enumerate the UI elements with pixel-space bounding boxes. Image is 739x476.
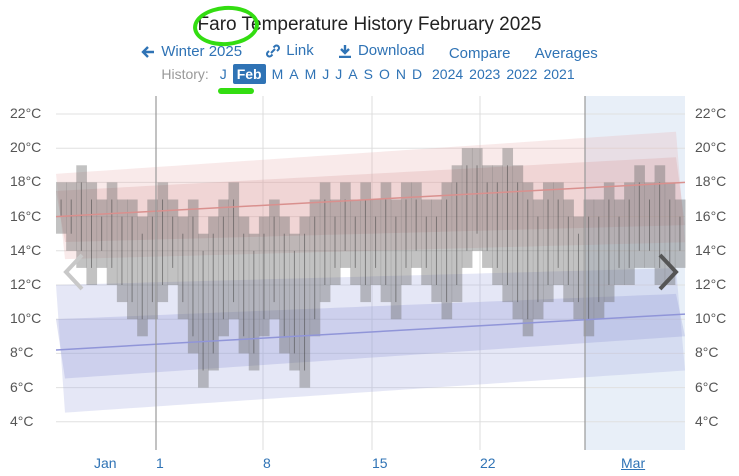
link-icon <box>266 44 281 57</box>
winter-link[interactable]: Winter 2025 <box>141 43 242 60</box>
x-tick-label: 1 <box>156 455 164 471</box>
avg-low-line <box>55 313 686 351</box>
y-tick-label: 8°C <box>10 344 34 361</box>
x-tick-label: 8 <box>263 455 271 471</box>
averages-link[interactable]: Averages <box>535 45 598 62</box>
link-button[interactable]: Link <box>266 42 314 59</box>
y-tick-label: 16°C <box>695 207 727 224</box>
compare-link[interactable]: Compare <box>449 45 511 62</box>
download-label: Download <box>357 42 425 59</box>
history-year-2023[interactable]: 2023 <box>469 66 501 82</box>
history-month-0[interactable]: J <box>219 66 227 82</box>
y-tick-label: 22°C <box>10 105 42 121</box>
history-month-6[interactable]: J <box>335 66 343 82</box>
averages-label: Averages <box>534 44 598 62</box>
y-tick-label: 14°C <box>10 241 42 258</box>
download-icon <box>338 44 351 58</box>
history-month-11[interactable]: D <box>411 66 423 82</box>
history-month-10[interactable]: N <box>395 66 406 82</box>
prev-arrow-icon[interactable] <box>60 252 90 292</box>
history-month-9[interactable]: O <box>378 66 390 82</box>
history-month-8[interactable]: S <box>363 66 373 82</box>
x-tick-label[interactable]: Jan <box>94 455 117 471</box>
y-tick-label: 18°C <box>10 173 42 190</box>
history-months: J Feb M A M J J A S O N D <box>217 64 425 84</box>
page-title: Faro Temperature History February 2025 <box>197 14 542 35</box>
history-years: 2024 2023 2022 2021 <box>429 66 578 82</box>
y-tick-label: 10°C <box>10 310 42 327</box>
x-tick-label[interactable]: Mar <box>621 455 646 471</box>
history-nav: History: J Feb M A M J J A S O N D 2024 2023 2022 2021 <box>0 64 739 84</box>
history-month-2[interactable]: M <box>271 66 284 82</box>
history-month-3[interactable]: A <box>289 66 299 82</box>
y-tick-label: 14°C <box>695 241 727 258</box>
y-tick-label: 12°C <box>695 276 727 292</box>
link-label: Link <box>286 42 314 59</box>
history-month-1[interactable]: Feb <box>232 64 266 84</box>
y-tick-label: 8°C <box>695 344 719 361</box>
history-year-2022[interactable]: 2022 <box>506 66 538 82</box>
download-button[interactable]: Download <box>338 42 425 59</box>
y-tick-label: 18°C <box>695 173 727 190</box>
winter-label: Winter 2025 <box>161 43 243 60</box>
next-arrow-icon[interactable] <box>652 252 682 292</box>
y-tick-label: 16°C <box>10 207 42 224</box>
history-month-5[interactable]: J <box>322 66 330 82</box>
history-year-2024[interactable]: 2024 <box>432 66 464 82</box>
y-tick-label: 22°C <box>695 105 727 121</box>
y-tick-label: 6°C <box>695 378 719 395</box>
toolbar: Winter 2025 Link Download Compare Averag… <box>0 42 739 62</box>
y-tick-label: 12°C <box>10 276 42 292</box>
history-month-4[interactable]: M <box>304 66 317 82</box>
march-highlight <box>585 96 685 450</box>
history-year-2021[interactable]: 2021 <box>543 66 575 82</box>
avg-high-line <box>55 181 686 218</box>
compare-label: Compare <box>448 44 511 62</box>
history-label: History: <box>161 66 209 82</box>
arrow-left-icon <box>141 45 155 58</box>
x-tick-label: 15 <box>372 455 388 471</box>
y-tick-label: 4°C <box>695 412 719 429</box>
history-month-7[interactable]: A <box>348 66 358 82</box>
y-tick-label: 6°C <box>10 378 34 395</box>
y-tick-label: 20°C <box>695 139 727 156</box>
y-tick-label: 10°C <box>695 310 727 327</box>
highlight-underline-annotation <box>218 88 254 94</box>
y-tick-label: 4°C <box>10 412 34 429</box>
y-tick-label: 20°C <box>10 139 42 156</box>
x-tick-label: 22 <box>480 455 496 471</box>
